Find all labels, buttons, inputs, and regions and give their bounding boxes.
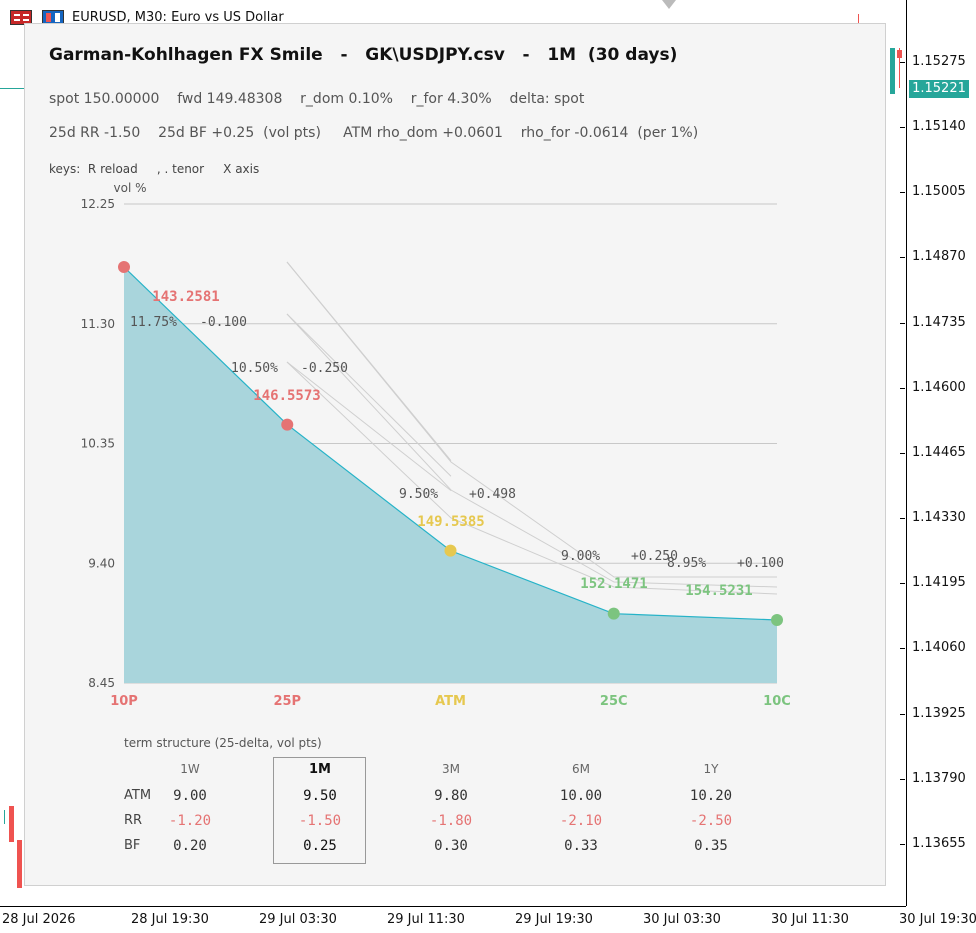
term-cell: -2.10: [559, 813, 603, 829]
chart-menu-icon[interactable]: [10, 10, 32, 25]
current-price-badge: 1.15221: [909, 80, 969, 98]
price-axis-label: 1.14195: [900, 575, 966, 590]
term-row-label: RR: [124, 813, 143, 828]
candle: [9, 806, 14, 842]
time-axis[interactable]: [0, 906, 906, 933]
price-axis-label: 1.13925: [900, 706, 966, 721]
candle: [899, 48, 900, 88]
term-cell: 0.33: [564, 838, 598, 854]
symbol-title: EURUSD, M30: Euro vs US Dollar: [72, 10, 284, 25]
term-structure-title: term structure (25-delta, vol pts): [124, 736, 322, 750]
term-cell: 9.50: [303, 788, 337, 804]
term-cell: 0.30: [434, 838, 468, 854]
price-axis[interactable]: [906, 0, 976, 906]
tenor-header[interactable]: 3M: [442, 762, 460, 776]
keys-help: keys: R reload , . tenor X axis: [49, 162, 260, 176]
fx-smile-panel: [24, 23, 886, 886]
term-cell: 9.80: [434, 788, 468, 804]
time-axis-label: 29 Jul 19:30: [515, 912, 593, 927]
price-axis-label: 1.15005: [900, 184, 966, 199]
scroll-marker-icon[interactable]: [662, 0, 676, 9]
candle: [17, 840, 22, 888]
price-axis-label: 1.14735: [900, 315, 966, 330]
tenor-header[interactable]: 6M: [572, 762, 590, 776]
selected-tenor-box[interactable]: [273, 757, 366, 864]
term-row-label: ATM: [124, 788, 152, 803]
candle: [897, 50, 902, 58]
term-cell: -1.80: [429, 813, 473, 829]
candle: [890, 48, 895, 94]
expert-advisor-icon[interactable]: [42, 10, 64, 25]
term-cell: 10.20: [689, 788, 733, 804]
candle: [4, 810, 5, 824]
price-axis-label: 1.14060: [900, 640, 966, 655]
time-axis-label: 30 Jul 19:30: [899, 912, 976, 927]
time-axis-label: 29 Jul 03:30: [259, 912, 337, 927]
tenor-header[interactable]: 1W: [180, 762, 200, 776]
panel-title: Garman-Kohlhagen FX Smile - GK\USDJPY.cs…: [49, 45, 678, 65]
price-axis-label: 1.14330: [900, 510, 966, 525]
tenor-header[interactable]: 1Y: [703, 762, 719, 776]
term-cell: 10.00: [559, 788, 603, 804]
market-info-line: spot 150.00000 fwd 149.48308 r_dom 0.10%…: [49, 91, 585, 107]
time-axis-label: 28 Jul 2026: [2, 912, 76, 927]
price-axis-label: 1.14870: [900, 249, 966, 264]
price-axis-label: 1.13790: [900, 771, 966, 786]
term-cell: 0.20: [173, 838, 207, 854]
price-axis-label: 1.14600: [900, 380, 966, 395]
tenor-header[interactable]: 1M: [309, 762, 331, 777]
term-row-label: BF: [124, 838, 141, 853]
time-axis-label: 30 Jul 03:30: [643, 912, 721, 927]
term-cell: 0.35: [694, 838, 728, 854]
price-axis-label: 1.14465: [900, 445, 966, 460]
candle: [858, 14, 859, 24]
term-cell: -1.20: [168, 813, 212, 829]
risk-info-line: 25d RR -1.50 25d BF +0.25 (vol pts) ATM …: [49, 125, 699, 141]
term-cell: 9.00: [173, 788, 207, 804]
time-axis-label: 30 Jul 11:30: [771, 912, 849, 927]
term-cell: -2.50: [689, 813, 733, 829]
price-axis-label: 1.15275: [900, 54, 966, 69]
price-axis-label: 1.15140: [900, 119, 966, 134]
term-cell: -1.50: [298, 813, 342, 829]
term-cell: 0.25: [303, 838, 337, 854]
price-axis-label: 1.13655: [900, 836, 966, 851]
price-line: [0, 88, 24, 89]
time-axis-label: 28 Jul 19:30: [131, 912, 209, 927]
time-axis-label: 29 Jul 11:30: [387, 912, 465, 927]
